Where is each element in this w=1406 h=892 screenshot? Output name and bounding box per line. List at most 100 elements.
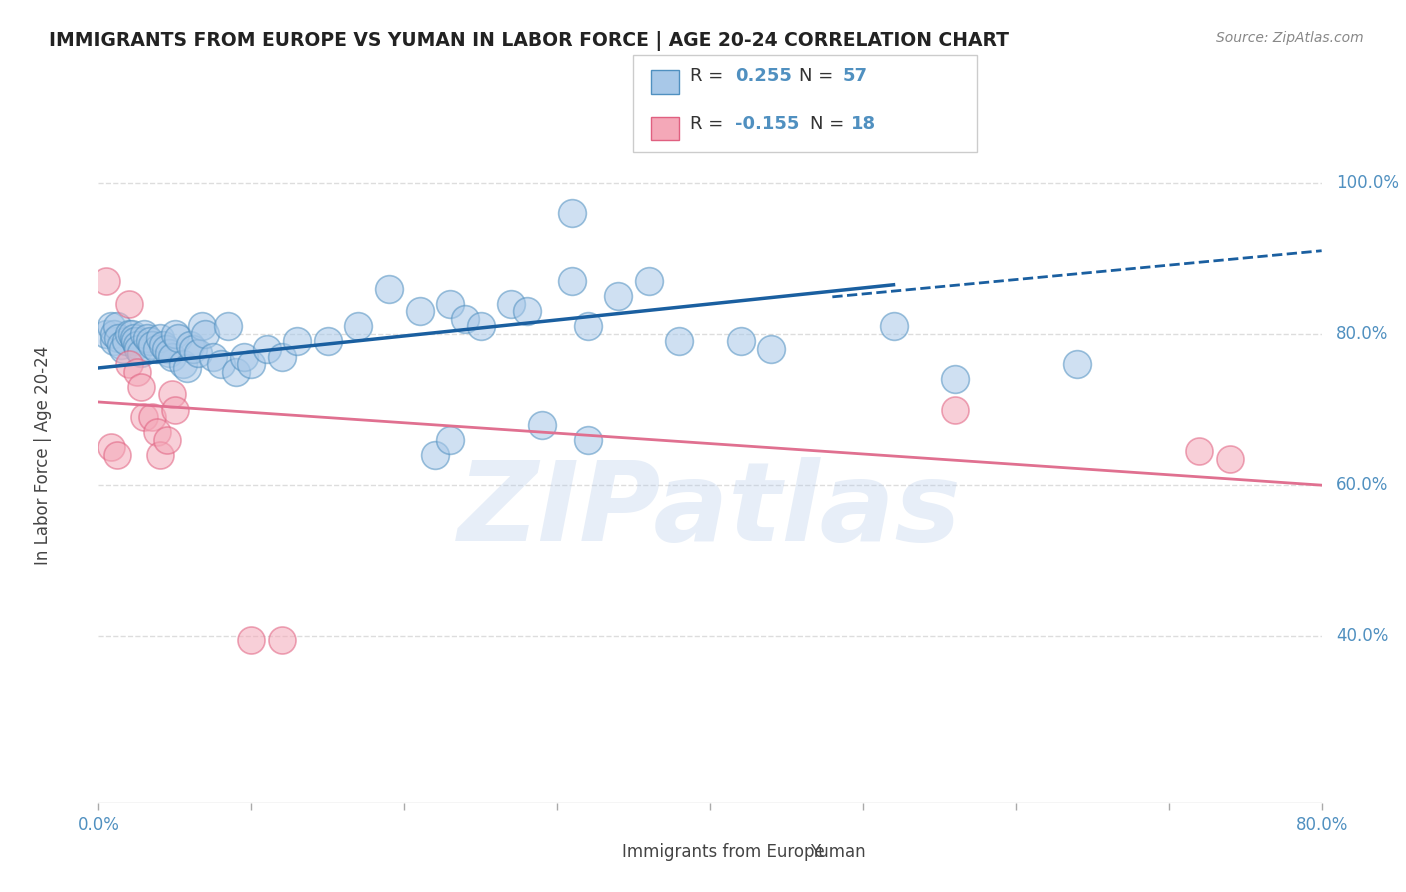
Text: 60.0%: 60.0% — [1336, 476, 1389, 494]
Point — [883, 319, 905, 334]
Point — [530, 417, 553, 432]
Point — [439, 296, 461, 310]
Point — [637, 274, 661, 288]
Point — [139, 334, 162, 349]
Text: 40.0%: 40.0% — [1336, 627, 1389, 646]
Text: N =: N = — [810, 115, 849, 133]
Point — [561, 206, 583, 220]
Point — [576, 319, 599, 334]
FancyBboxPatch shape — [585, 838, 617, 860]
Text: Yuman: Yuman — [810, 843, 866, 861]
Text: R =: R = — [690, 115, 730, 133]
Point — [145, 342, 167, 356]
Point — [163, 402, 186, 417]
Point — [191, 319, 214, 334]
Point — [94, 326, 117, 341]
Text: -0.155: -0.155 — [735, 115, 800, 133]
Point — [94, 274, 117, 288]
Point — [423, 448, 446, 462]
Point — [270, 350, 292, 364]
Point — [576, 433, 599, 447]
Point — [347, 319, 370, 334]
Point — [136, 331, 159, 345]
Point — [316, 334, 339, 349]
Point — [232, 350, 254, 364]
Point — [225, 365, 247, 379]
Point — [121, 326, 143, 341]
Point — [181, 342, 204, 356]
Point — [125, 365, 148, 379]
Point — [408, 304, 430, 318]
Text: 80.0%: 80.0% — [1336, 325, 1389, 343]
Point — [167, 331, 190, 345]
Text: 100.0%: 100.0% — [1336, 174, 1399, 192]
Point — [118, 326, 141, 341]
Text: 80.0%: 80.0% — [1295, 816, 1348, 834]
Point — [149, 448, 172, 462]
Point — [156, 433, 179, 447]
Point — [100, 441, 122, 455]
Point — [470, 319, 492, 334]
Point — [439, 433, 461, 447]
Text: Source: ZipAtlas.com: Source: ZipAtlas.com — [1216, 31, 1364, 45]
Point — [209, 357, 232, 371]
Point — [105, 319, 128, 334]
Point — [759, 342, 782, 356]
Point — [134, 326, 156, 341]
Text: N =: N = — [799, 67, 838, 85]
Point — [105, 448, 128, 462]
Point — [160, 387, 183, 401]
Point — [285, 334, 308, 349]
Point — [100, 319, 122, 334]
Point — [943, 402, 966, 417]
Point — [943, 372, 966, 386]
Point — [152, 338, 174, 352]
Point — [125, 338, 148, 352]
Point — [516, 304, 538, 318]
Point — [217, 319, 239, 334]
Point — [141, 410, 163, 425]
Point — [240, 633, 263, 648]
Text: ZIPatlas: ZIPatlas — [458, 457, 962, 564]
Point — [202, 350, 225, 364]
Point — [107, 331, 129, 345]
Point — [270, 633, 292, 648]
Point — [149, 331, 172, 345]
Point — [103, 326, 125, 341]
Point — [110, 338, 132, 352]
Point — [378, 281, 401, 295]
Point — [1188, 444, 1211, 458]
Point — [607, 289, 630, 303]
Point — [115, 334, 138, 349]
Point — [124, 334, 146, 349]
Point — [111, 342, 134, 356]
Point — [163, 326, 186, 341]
Point — [454, 311, 477, 326]
Point — [141, 338, 163, 352]
Text: 18: 18 — [851, 115, 876, 133]
Point — [134, 410, 156, 425]
Text: 57: 57 — [842, 67, 868, 85]
Text: IMMIGRANTS FROM EUROPE VS YUMAN IN LABOR FORCE | AGE 20-24 CORRELATION CHART: IMMIGRANTS FROM EUROPE VS YUMAN IN LABOR… — [49, 31, 1010, 51]
Point — [176, 361, 198, 376]
Text: R =: R = — [690, 67, 730, 85]
Point — [1219, 451, 1241, 466]
FancyBboxPatch shape — [773, 838, 806, 860]
Point — [129, 380, 152, 394]
Point — [127, 342, 149, 356]
Point — [122, 331, 145, 345]
Point — [157, 346, 180, 360]
Point — [172, 357, 194, 371]
Point — [155, 342, 177, 356]
Point — [129, 346, 152, 360]
Point — [187, 346, 209, 360]
Point — [145, 425, 167, 440]
Point — [668, 334, 690, 349]
Point — [118, 296, 141, 310]
Point — [179, 338, 201, 352]
Text: 0.0%: 0.0% — [77, 816, 120, 834]
Text: In Labor Force | Age 20-24: In Labor Force | Age 20-24 — [34, 345, 52, 565]
Point — [103, 334, 125, 349]
Text: 0.255: 0.255 — [735, 67, 792, 85]
Point — [240, 357, 263, 371]
